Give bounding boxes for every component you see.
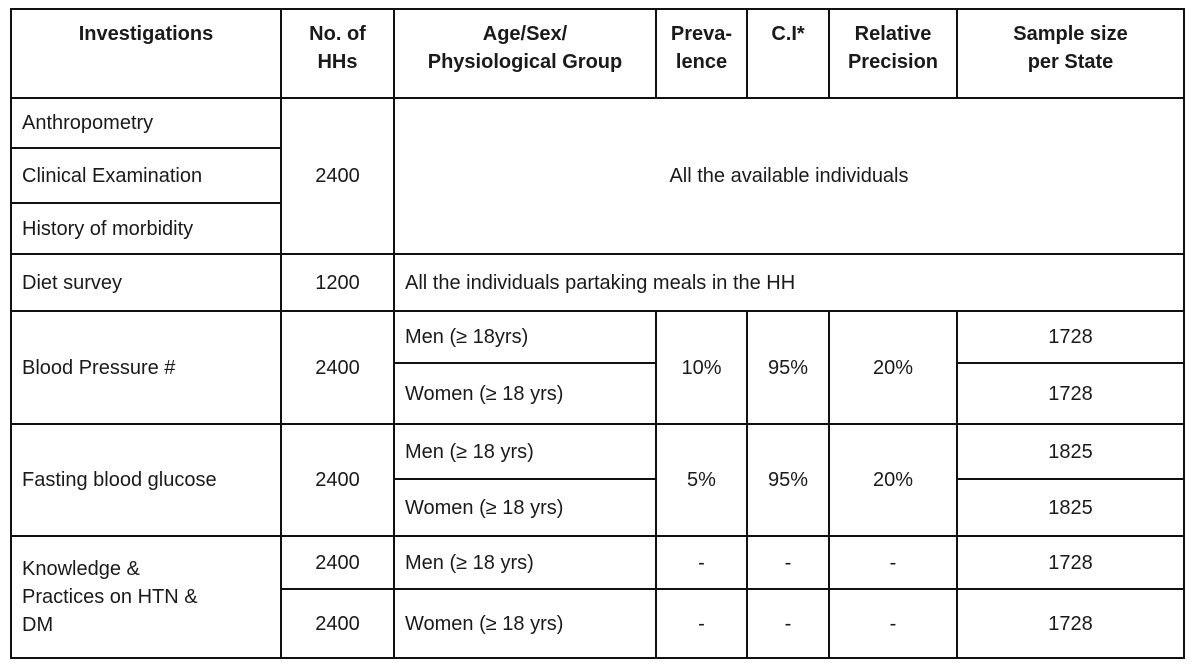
row-fasting-glucose-men: Fasting blood glucose 2400 Men (≥ 18 yrs… xyxy=(10,423,1185,537)
row-clinical-examination: Clinical Examination xyxy=(10,147,1184,204)
col-header-ci: C.I* xyxy=(746,8,830,99)
cell-prevalence: - xyxy=(655,588,748,659)
header-row: Investigations No. of HHs Age/Sex/ Physi… xyxy=(10,8,1185,99)
cell-relative-precision: - xyxy=(828,588,958,659)
cell-ci: 95% xyxy=(746,310,830,425)
row-anthropometry: Anthropometry 2400 All the available ind… xyxy=(10,97,1185,255)
cell-no-of-hhs: 2400 xyxy=(280,310,395,425)
cell-group: Men (≥ 18 yrs) xyxy=(393,423,657,480)
cell-investigation: Anthropometry xyxy=(10,97,282,149)
cell-no-of-hhs: 1200 xyxy=(280,253,395,312)
cell-group: Men (≥ 18 yrs) xyxy=(393,535,657,590)
col-header-investigations: Investigations xyxy=(10,8,282,99)
col-header-relative-precision: Relative Precision xyxy=(828,8,958,99)
cell-ci: - xyxy=(746,535,830,590)
cell-investigation: Fasting blood glucose xyxy=(10,423,282,537)
cell-no-of-hhs: 2400 xyxy=(280,535,395,590)
cell-investigation: Knowledge & Practices on HTN & DM xyxy=(10,535,282,659)
cell-prevalence: 10% xyxy=(655,310,748,425)
cell-group: Women (≥ 18 yrs) xyxy=(393,588,657,659)
col-header-age-sex-group: Age/Sex/ Physiological Group xyxy=(393,8,657,99)
cell-ci: 95% xyxy=(746,423,830,537)
row-fasting-glucose-women: Women (≥ 18 yrs) 1825 xyxy=(11,478,1185,537)
row-knowledge-practices-women: 2400 Women (≥ 18 yrs) - - - 1728 xyxy=(11,588,1185,659)
cell-ci: - xyxy=(746,588,830,659)
cell-group: Women (≥ 18 yrs) xyxy=(393,478,657,537)
row-knowledge-practices-men: Knowledge & Practices on HTN & DM 2400 M… xyxy=(10,535,1185,659)
cell-sample-size: 1728 xyxy=(956,362,1185,425)
cell-no-of-hhs: 2400 xyxy=(280,423,395,537)
cell-investigation: Diet survey xyxy=(10,253,282,312)
cell-sample-size: 1728 xyxy=(956,588,1185,659)
cell-sample-size: 1728 xyxy=(956,535,1185,590)
cell-investigation: Blood Pressure # xyxy=(10,310,282,425)
row-diet-survey: Diet survey 1200 All the individuals par… xyxy=(10,253,1185,312)
sampling-plan-table: Investigations No. of HHs Age/Sex/ Physi… xyxy=(10,8,1185,659)
col-header-sample-size: Sample size per State xyxy=(956,8,1185,99)
cell-sample-size: 1825 xyxy=(956,423,1185,480)
cell-investigation: Clinical Examination xyxy=(10,147,282,204)
cell-group: All the individuals partaking meals in t… xyxy=(393,253,1185,312)
row-blood-pressure-men: Blood Pressure # 2400 Men (≥ 18yrs) 10% … xyxy=(10,310,1185,425)
row-history-of-morbidity: History of morbidity xyxy=(10,202,1184,255)
cell-no-of-hhs: 2400 xyxy=(280,97,395,255)
cell-relative-precision: 20% xyxy=(828,423,958,537)
cell-relative-precision: 20% xyxy=(828,310,958,425)
cell-investigation: History of morbidity xyxy=(10,202,282,255)
cell-prevalence: 5% xyxy=(655,423,748,537)
col-header-prevalence: Preva- lence xyxy=(655,8,748,99)
cell-relative-precision: - xyxy=(828,535,958,590)
row-blood-pressure-women: Women (≥ 18 yrs) 1728 xyxy=(11,362,1185,425)
cell-sample-size: 1728 xyxy=(956,310,1185,364)
cell-group: All the available individuals xyxy=(393,97,1185,255)
cell-sample-size: 1825 xyxy=(956,478,1185,537)
col-header-no-of-hhs: No. of HHs xyxy=(280,8,395,99)
cell-prevalence: - xyxy=(655,535,748,590)
cell-no-of-hhs: 2400 xyxy=(280,588,395,659)
cell-group: Men (≥ 18yrs) xyxy=(393,310,657,364)
cell-group: Women (≥ 18 yrs) xyxy=(393,362,657,425)
